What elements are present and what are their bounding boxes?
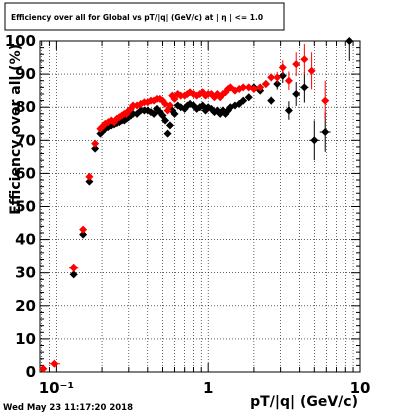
data-point	[267, 73, 276, 82]
grid-lines	[40, 41, 360, 372]
y-tick-label: 60	[15, 164, 36, 182]
x-tick-labels: 10⁻¹ 1 10	[39, 379, 371, 397]
y-tick-label: 0	[26, 363, 36, 381]
data-point	[310, 136, 319, 145]
timestamp: Wed May 23 11:17:20 2018	[3, 403, 133, 413]
data-point	[300, 55, 309, 64]
data-series	[39, 37, 354, 373]
y-tick-label: 70	[15, 131, 36, 149]
data-point	[345, 37, 354, 45]
data-point	[170, 94, 179, 103]
data-point	[69, 270, 78, 279]
data-point	[321, 128, 330, 137]
data-point	[307, 66, 316, 75]
y-tick-label: 100	[5, 32, 36, 50]
data-point	[91, 144, 100, 153]
x-tick-label: 10⁻¹	[39, 379, 74, 397]
x-axis-title: pT/|q| (GeV/c)	[250, 394, 358, 410]
data-point	[249, 84, 258, 93]
y-tick-label: 10	[15, 330, 36, 348]
y-tick-label: 50	[15, 198, 36, 216]
data-point	[163, 129, 172, 138]
data-point	[284, 106, 293, 115]
data-point	[300, 83, 309, 92]
title-box	[4, 2, 285, 31]
data-point	[273, 73, 282, 82]
data-point	[165, 121, 174, 130]
data-point	[50, 359, 59, 368]
data-point	[165, 101, 174, 110]
data-point	[284, 76, 293, 85]
data-point	[161, 116, 170, 125]
x-tick-label: 1	[203, 379, 213, 397]
data-point	[244, 93, 253, 102]
y-tick-label: 40	[15, 231, 36, 249]
y-tick-label: 90	[15, 65, 36, 83]
data-point	[69, 263, 78, 272]
data-point	[292, 60, 301, 69]
data-point	[79, 230, 88, 239]
y-tick-label: 80	[15, 98, 36, 116]
data-point	[267, 96, 276, 105]
data-point	[261, 80, 270, 89]
data-point	[278, 63, 287, 72]
y-tick-labels: 0 10 20 30 40 50 60 70 80 90 100	[5, 32, 36, 381]
data-point	[85, 172, 94, 181]
data-point	[79, 225, 88, 234]
data-point	[273, 80, 282, 89]
data-point	[85, 177, 94, 186]
data-point	[256, 83, 265, 92]
data-point	[239, 83, 248, 92]
chart-title: Efficiency over all for Global vs pT/|q|…	[11, 13, 263, 23]
data-point	[91, 139, 100, 148]
data-point	[170, 109, 179, 118]
y-tick-label: 20	[15, 297, 36, 315]
data-point	[39, 364, 48, 373]
data-point	[292, 89, 301, 98]
series	[39, 43, 330, 373]
data-point	[321, 96, 330, 105]
y-axis-title: Efficiency over all (%)	[8, 44, 24, 215]
y-tick-label: 30	[15, 264, 36, 282]
x-tick-label: 10	[350, 379, 371, 397]
axis-ticks	[40, 40, 361, 373]
data-point	[239, 96, 248, 105]
series	[69, 37, 354, 279]
